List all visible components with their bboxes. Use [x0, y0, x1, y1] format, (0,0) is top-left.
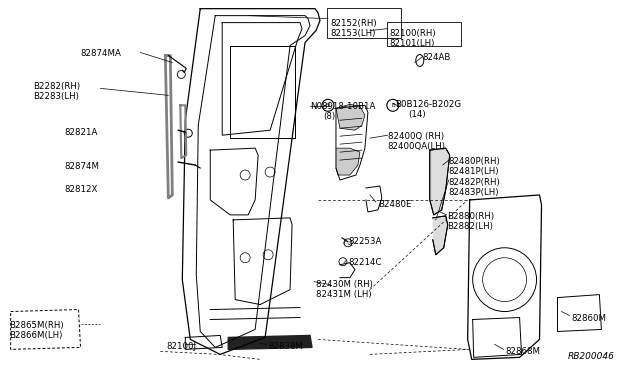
Text: 82152(RH): 82152(RH): [330, 19, 376, 28]
Text: 82253A: 82253A: [348, 237, 381, 246]
Text: B0B126-B202G: B0B126-B202G: [395, 100, 461, 109]
Text: B2480E: B2480E: [378, 200, 412, 209]
Polygon shape: [433, 216, 448, 255]
Text: B2880(RH): B2880(RH): [447, 212, 494, 221]
Text: 82480P(RH): 82480P(RH): [449, 157, 500, 166]
Text: N08918-10B1A: N08918-10B1A: [310, 102, 376, 111]
Text: 82812X: 82812X: [65, 185, 98, 194]
Text: B2882(LH): B2882(LH): [447, 222, 493, 231]
Text: 82100J: 82100J: [166, 342, 196, 352]
Text: B2283(LH): B2283(LH): [33, 92, 79, 101]
Text: (14): (14): [408, 110, 426, 119]
Polygon shape: [228, 336, 312, 349]
Text: B2865M(RH): B2865M(RH): [9, 321, 63, 330]
Text: 82431M (LH): 82431M (LH): [316, 290, 372, 299]
Text: RB200046: RB200046: [568, 352, 614, 361]
Text: (8): (8): [323, 112, 335, 121]
Circle shape: [322, 99, 334, 111]
Text: B2866M(LH): B2866M(LH): [9, 331, 62, 340]
Text: 82860M: 82860M: [572, 314, 607, 323]
Circle shape: [387, 99, 399, 111]
Text: 82481P(LH): 82481P(LH): [449, 167, 499, 176]
Text: 82838M: 82838M: [268, 342, 303, 352]
Text: 82400QA(LH): 82400QA(LH): [388, 142, 446, 151]
Text: 82483P(LH): 82483P(LH): [449, 188, 499, 197]
Text: 82874M: 82874M: [65, 162, 100, 171]
Text: 82868M: 82868M: [506, 347, 541, 356]
Text: 82214C: 82214C: [348, 258, 381, 267]
Text: 82821A: 82821A: [65, 128, 98, 137]
Text: 824AB: 824AB: [423, 52, 451, 61]
Polygon shape: [430, 148, 450, 215]
Text: 82482P(RH): 82482P(RH): [449, 178, 500, 187]
Text: 82101(LH): 82101(LH): [390, 39, 435, 48]
Polygon shape: [336, 104, 365, 130]
Text: B2282(RH): B2282(RH): [33, 82, 80, 92]
Text: B: B: [391, 103, 395, 108]
Text: 82153(LH): 82153(LH): [330, 29, 375, 38]
Polygon shape: [336, 148, 360, 175]
Text: N: N: [326, 103, 330, 108]
Text: 82100(RH): 82100(RH): [390, 29, 436, 38]
Text: 82430M (RH): 82430M (RH): [316, 280, 373, 289]
Text: 82400Q (RH): 82400Q (RH): [388, 132, 444, 141]
Text: 82874MA: 82874MA: [81, 48, 122, 58]
